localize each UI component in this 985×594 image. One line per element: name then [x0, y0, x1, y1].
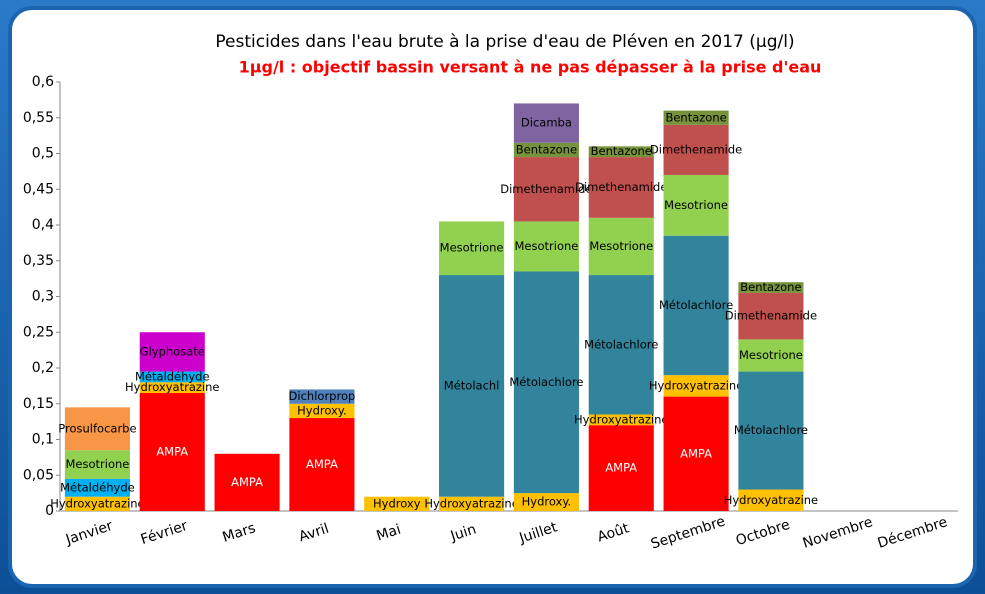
y-tick-label: 0,05	[23, 467, 54, 483]
y-tick-label: 0,55	[23, 110, 54, 126]
segment-label: Métolachlore	[734, 423, 808, 437]
segment-label: Bentazone	[740, 280, 801, 294]
bar-segment	[513, 157, 579, 222]
segment-label: Dimethenamide	[500, 182, 592, 196]
y-tick-label: 0,6	[32, 74, 54, 90]
bar-segment	[139, 332, 205, 372]
bar-segment	[513, 103, 579, 143]
segment-label: Métolachl	[444, 378, 500, 392]
y-tick-label: 0	[45, 503, 54, 519]
segment-label: Hydroxy	[373, 496, 421, 510]
bar-segment	[214, 453, 280, 511]
bar-segment	[663, 124, 729, 175]
segment-label: Bentazone	[516, 142, 577, 156]
bar-segment	[588, 414, 654, 426]
y-tick-label: 0,35	[23, 253, 54, 269]
bar-segment	[738, 339, 804, 372]
x-tick-label: Mai	[375, 522, 403, 545]
y-tick-label: 0,3	[32, 289, 54, 305]
x-tick-label: Juin	[448, 521, 478, 544]
segment-label: Hydroxyatrazine	[574, 412, 668, 426]
segment-label: Hydroxyatrazine	[649, 378, 743, 392]
segment-label: Mesotrione	[440, 241, 504, 255]
segment-label: AMPA	[156, 445, 188, 459]
bar-segment	[588, 217, 654, 276]
y-tick-label: 0,45	[23, 181, 54, 197]
segment-label: AMPA	[306, 457, 338, 471]
bar-segment	[663, 174, 729, 236]
bar-segment	[663, 396, 729, 511]
chart-subtitle: 1µg/l : objectif bassin versant à ne pas…	[239, 58, 822, 77]
segment-label: Dimethenamide	[575, 180, 667, 194]
bar-segment	[738, 489, 804, 511]
bar-segment	[64, 478, 130, 497]
bar-segment	[439, 221, 505, 276]
segment-label: AMPA	[680, 446, 712, 460]
bar-segment	[439, 275, 505, 497]
bar-segment	[439, 496, 505, 511]
bar-segment	[289, 418, 355, 511]
segment-label: AMPA	[605, 461, 637, 475]
bar-segment	[513, 271, 579, 494]
y-tick-label: 0,4	[32, 217, 54, 233]
segment-label: Glyphosate	[140, 344, 205, 358]
segment-label: Mesotrione	[65, 457, 129, 471]
bar-segment	[663, 235, 729, 376]
segment-label: Hydroxy.	[297, 403, 347, 417]
segment-label: Dichlorprop	[289, 389, 356, 403]
bar-segment	[289, 389, 355, 404]
bar-segment	[663, 110, 729, 125]
bar-segment	[588, 425, 654, 511]
segment-label: Dicamba	[521, 116, 572, 130]
segment-label: Hydroxyatrazine	[724, 493, 818, 507]
segment-label: Métaldéhyde	[60, 480, 135, 494]
y-tick-label: 0,15	[23, 396, 54, 412]
segment-label: Hydroxyatrazine	[125, 380, 219, 394]
segment-label: Métolachlore	[509, 375, 583, 389]
segment-label: Métolachlore	[659, 298, 733, 312]
bar-segment	[738, 282, 804, 293]
bar-segment	[588, 275, 654, 415]
segment-label: Hydroxyatrazine	[424, 496, 518, 510]
bar-segment	[588, 146, 654, 158]
y-tick-label: 0,2	[32, 360, 54, 376]
bar-segment	[64, 450, 130, 479]
bar-segment	[738, 371, 804, 490]
segment-label: Prosulfocarbe	[58, 421, 136, 435]
bar-segment	[513, 142, 579, 158]
segment-label: Mesotrione	[589, 239, 653, 253]
chart-title: Pesticides dans l'eau brute à la prise d…	[215, 32, 794, 52]
bar-segment	[64, 496, 130, 511]
segment-label: Dimethenamide	[725, 309, 817, 323]
bar-segment	[738, 292, 804, 340]
segment-label: Hydroxy.	[522, 495, 572, 509]
bar-segment	[513, 221, 579, 272]
segment-label: Mesotrione	[739, 348, 803, 362]
segment-label: Métaldéhyde	[135, 369, 210, 383]
segment-label: Bentazone	[665, 110, 726, 124]
bar-segment	[139, 371, 205, 383]
segment-label: Bentazone	[591, 144, 652, 158]
y-tick-label: 0,1	[32, 432, 54, 448]
segment-label: Dimethenamide	[650, 142, 742, 156]
segment-label: Hydroxyatrazine	[50, 496, 144, 510]
bar-segment	[513, 493, 579, 511]
y-tick-label: 0,25	[23, 324, 54, 340]
bar-segment	[663, 375, 729, 397]
segment-label: AMPA	[231, 475, 263, 489]
segment-label: Métolachlore	[584, 337, 658, 351]
bar-segment	[139, 393, 205, 511]
bar-segment	[289, 403, 355, 419]
bar-segment	[588, 157, 654, 218]
y-tick-label: 0,5	[32, 146, 54, 162]
bar-segment	[364, 496, 430, 511]
segment-label: Mesotrione	[514, 239, 578, 253]
bar-segment	[64, 407, 130, 451]
segment-label: Mesotrione	[664, 198, 728, 212]
bar-segment	[139, 382, 205, 394]
